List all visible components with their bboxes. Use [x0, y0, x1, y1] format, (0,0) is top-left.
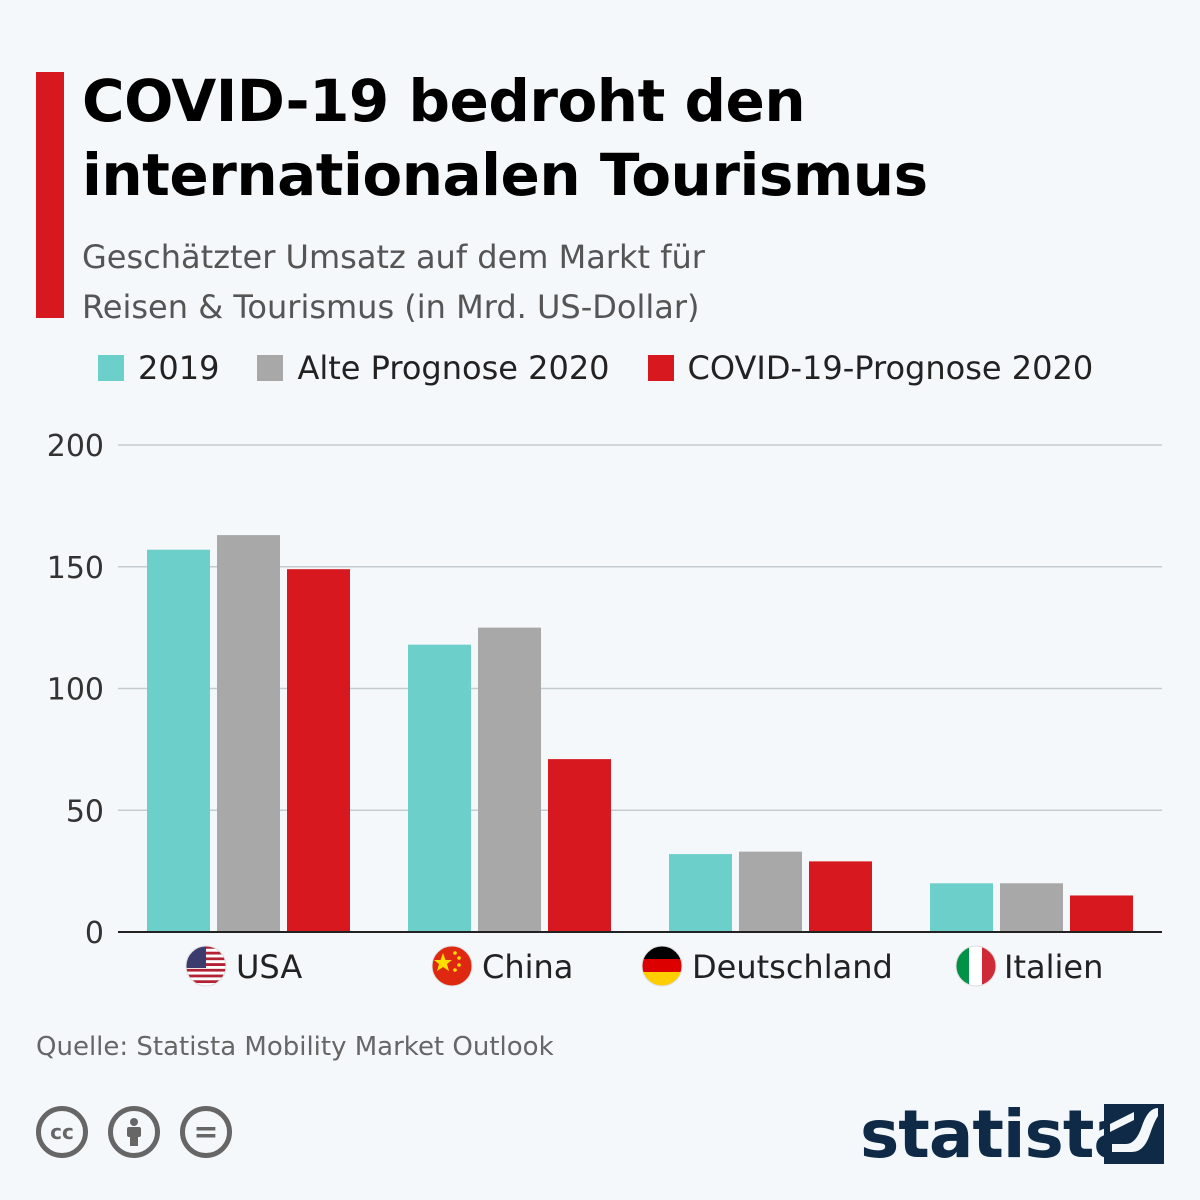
brand-wordmark: statista [860, 1096, 1138, 1173]
bar-deutschland-3 [809, 861, 872, 932]
bar-deutschland-2 [739, 851, 802, 932]
legend-label: COVID-19-Prognose 2020 [687, 349, 1094, 387]
x-tick-label: Deutschland [692, 948, 893, 986]
accent-bar [36, 72, 64, 318]
germany-flag-icon [641, 945, 683, 987]
bar-italien-1 [930, 883, 993, 932]
bar-usa-3 [287, 569, 350, 932]
bar-china-1 [408, 644, 471, 932]
italy-flag-icon [955, 945, 997, 987]
bar-china-3 [548, 759, 611, 932]
subtitle-line-2: Reisen & Tourismus (in Mrd. US-Dollar) [82, 288, 700, 326]
china-flag-icon [431, 945, 473, 987]
chart-subtitle: Geschätzter Umsatz auf dem Markt für Rei… [82, 232, 982, 332]
bar-china-2 [478, 627, 541, 932]
legend-swatch [257, 355, 284, 381]
y-tick-label: 0 [85, 916, 104, 951]
legend-item-3: COVID-19-Prognose 2020 [647, 349, 1094, 387]
title-line-2: internationalen Tourismus [82, 141, 928, 209]
cc-label: cc [50, 1120, 74, 1144]
bar-italien-3 [1070, 895, 1133, 932]
y-tick-label: 50 [66, 794, 104, 829]
bar-deutschland-1 [669, 854, 732, 932]
y-tick-label: 100 [47, 673, 104, 708]
title-line-1: COVID-19 bedroht den [82, 67, 806, 135]
cc-icon: cc [36, 1106, 88, 1158]
source-note: Quelle: Statista Mobility Market Outlook [36, 1032, 554, 1062]
us-flag-icon [185, 945, 227, 987]
y-tick-label: 150 [47, 551, 104, 586]
license-icons: cc = [36, 1106, 252, 1158]
bar-usa-1 [147, 549, 210, 932]
nd-icon: = [180, 1106, 232, 1158]
bar-chart: 0 50 100 150 200 USA China Deutschland Italien [47, 429, 1162, 987]
legend-label: Alte Prognose 2020 [297, 349, 610, 387]
nd-label: = [193, 1114, 219, 1150]
legend-item-2: Alte Prognose 2020 [257, 349, 610, 387]
x-tick-label: USA [236, 948, 302, 986]
chart-legend: 2019 Alte Prognose 2020 COVID-19-Prognose … [98, 346, 1131, 390]
statista-logo-icon [1104, 1104, 1164, 1164]
legend-swatch [647, 355, 674, 381]
bar-italien-2 [1000, 883, 1063, 932]
legend-swatch [98, 355, 124, 381]
by-icon [108, 1106, 160, 1158]
y-tick-label: 200 [47, 429, 104, 464]
subtitle-line-1: Geschätzter Umsatz auf dem Markt für [82, 238, 705, 276]
x-tick-label: China [482, 948, 573, 986]
x-tick-label: Italien [1004, 948, 1103, 986]
legend-label: 2019 [138, 349, 220, 387]
legend-item-1: 2019 [98, 349, 219, 387]
bar-usa-2 [217, 535, 280, 932]
page-title: COVID-19 bedroht den internationalen Tou… [82, 64, 1162, 212]
